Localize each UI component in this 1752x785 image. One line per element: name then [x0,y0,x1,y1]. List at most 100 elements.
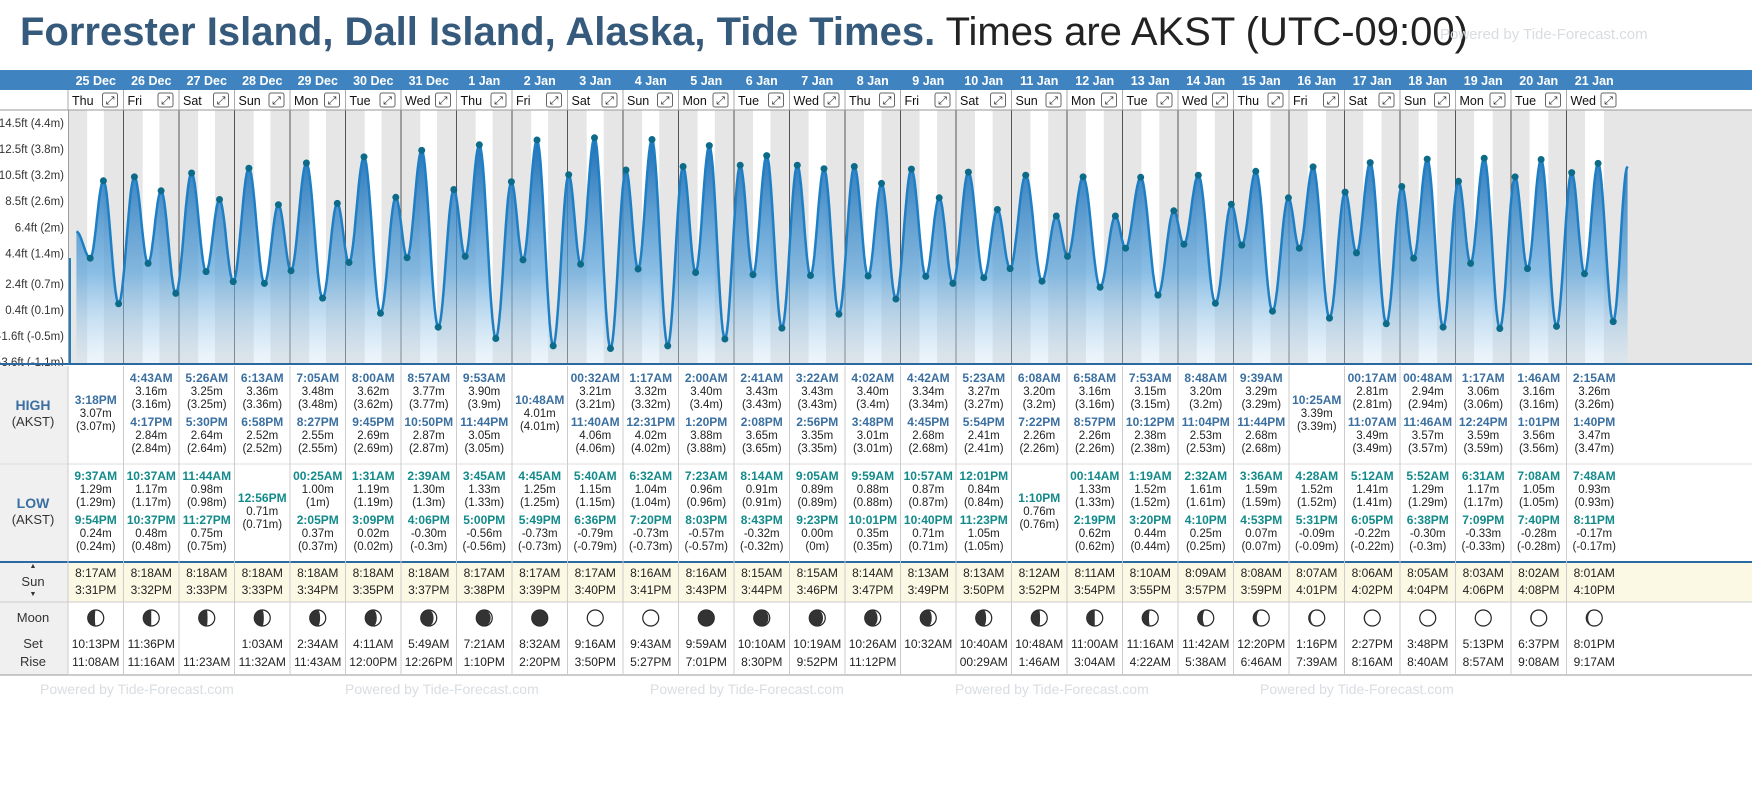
weekday-label: Sun [627,94,649,108]
footer-watermark: Powered by Tide-Forecast.com [1260,681,1454,697]
sunrise-time: 8:12AM [1019,566,1060,580]
high-tide-time: 3:48PM [852,415,894,429]
date-label: 12 Jan [1075,74,1114,88]
high-tide-time: 6:58PM [241,415,283,429]
expand-day-button [934,92,951,108]
sunrise-time: 8:15AM [741,566,782,580]
high-tide-time: 5:26AM [185,371,228,385]
sunrise-time: 8:05AM [1407,566,1448,580]
high-tide-height-alt: (2.52m) [242,443,282,455]
low-tide-height-alt: (1.04m) [631,497,671,509]
high-tide-point [418,146,426,154]
tide-curve-group [76,134,1629,364]
high-tide-time: 10:12PM [1126,415,1175,429]
high-tide-point [1137,173,1145,181]
moonset-time: 3:48PM [1407,637,1448,651]
weekday-label: Sun [1404,94,1426,108]
high-tide-point [130,173,138,181]
low-tide-time: 2:05PM [297,513,339,527]
high-tide-time: 2:56PM [796,415,838,429]
low-tide-height: 0.35m [857,528,889,540]
moonset-time: 10:10AM [738,637,786,651]
date-label: 28 Dec [242,74,282,88]
moonrise-time: 9:08AM [1518,655,1559,669]
low-tide-height-alt: (1.41m) [1352,497,1392,509]
low-tide-height: 1.30m [413,484,445,496]
high-tide-point [736,161,744,169]
low-tide-height-alt: (0.76m) [1019,519,1059,531]
moon-shadow [1197,610,1206,626]
date-label: 6 Jan [746,74,778,88]
high-tide-point [475,141,483,149]
low-tide-height-alt: (0.44m) [1130,541,1170,553]
moonrise-time: 11:32AM [239,655,286,669]
low-tide-point [319,294,327,302]
low-tide-height-alt: (0.71m) [908,541,948,553]
tide-chart: 14.5ft (4.4m) 12.5ft (3.8m) 10.5ft (3.2m) 8… [0,70,1752,697]
high-tide-height-alt: (2.64m) [187,443,227,455]
moonrise-time: 11:23AM [183,655,230,669]
high-tide-height: 2.26m [1023,430,1055,442]
high-tide-point [878,179,885,187]
high-tide-time: 1:46AM [1517,371,1560,385]
low-tide-time: 6:36PM [574,513,616,527]
expand-icon: ⤢ [494,95,503,107]
high-row-tz: (AKST) [12,414,55,429]
moon-shadow [1086,610,1095,626]
high-tide-height-alt: (3.25m) [187,399,227,411]
low-tide-height-alt: (0.02m) [353,541,393,553]
low-tide-time: 6:38PM [1407,513,1449,527]
low-tide-height: 1.19m [357,484,389,496]
high-tide-height-alt: (2.94m) [1408,399,1448,411]
low-tide-time: 00:14AM [1070,469,1119,483]
low-tide-height: -0.32m [744,528,780,540]
low-tide-time: 10:37PM [127,513,176,527]
low-tide-height-alt: (0.48m) [131,541,171,553]
low-tide-time: 10:01PM [848,513,897,527]
expand-day-button [1045,92,1062,108]
low-tide-time: 7:20PM [630,513,672,527]
low-tide-point [260,279,268,287]
footer-watermark: Powered by Tide-Forecast.com [40,681,234,697]
high-tide-point [622,166,630,174]
sunset-time: 3:33PM [242,583,283,597]
low-tide-height-alt: (0.71m) [242,519,282,531]
expand-icon: ⤢ [217,95,226,107]
expand-icon: ⤢ [1604,95,1613,107]
low-tide-time: 2:39AM [407,469,450,483]
expand-day-button [657,92,673,108]
low-tide-height: 1.29m [1412,484,1444,496]
moonrise-time: 3:04AM [1074,655,1115,669]
expand-day-button [324,92,340,108]
high-tide-time: 7:22PM [1018,415,1060,429]
low-tide-time: 5:49PM [519,513,561,527]
low-tide-height: 0.89m [801,484,833,496]
high-tide-time: 8:57PM [1074,415,1116,429]
low-tide-height-alt: (1.05m) [964,541,1004,553]
low-tide-height: 1.59m [1245,484,1277,496]
high-tide-height-alt: (3.48m) [298,399,338,411]
sunrise-time: 8:18AM [408,566,449,580]
low-tide-time: 5:52AM [1406,469,1449,483]
low-tide-point [1038,277,1046,285]
low-tide-height-alt: (-0.32m) [740,541,784,553]
low-tide-point [1439,323,1447,331]
high-tide-point [1398,183,1406,190]
sunrise-time: 8:13AM [963,566,1004,580]
low-tide-height: 0.48m [135,528,167,540]
high-tide-height-alt: (3.56m) [1519,443,1559,455]
low-tide-point [1410,254,1418,262]
high-tide-time: 00:17AM [1348,371,1397,385]
low-tide-point [577,260,585,268]
sunset-time: 3:40PM [575,583,616,597]
low-tide-height-alt: (1.15m) [575,497,615,509]
low-tide-height: 0.07m [1245,528,1277,540]
low-tide-height: 0.24m [80,528,112,540]
sunrise-time: 8:08AM [1241,566,1282,580]
low-tide-time: 6:32AM [629,469,672,483]
high-tide-height-alt: (3.29m) [1241,399,1281,411]
sunset-time: 3:33PM [186,583,227,597]
sunrise-time: 8:17AM [519,566,560,580]
high-tide-height-alt: (3.39m) [1297,421,1337,433]
moonrise-time: 12:26PM [405,655,453,669]
